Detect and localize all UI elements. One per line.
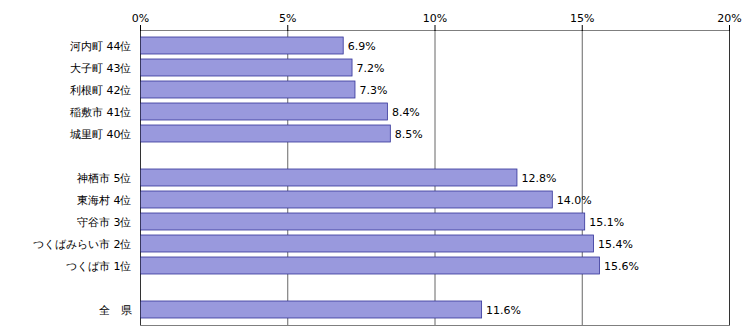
svg-text:つくばみらい市 2位: つくばみらい市 2位: [33, 238, 132, 251]
svg-text:12.8%: 12.8%: [521, 172, 556, 185]
svg-text:15.4%: 15.4%: [598, 238, 633, 251]
svg-text:全 県: 全 県: [99, 304, 132, 317]
svg-text:14.0%: 14.0%: [557, 194, 592, 207]
svg-text:河内町 44位: 河内町 44位: [70, 40, 132, 53]
svg-text:20%: 20%: [717, 12, 741, 25]
svg-text:東海村 4位: 東海村 4位: [77, 194, 132, 207]
svg-text:神栖市 5位: 神栖市 5位: [77, 172, 132, 185]
svg-text:5%: 5%: [279, 12, 296, 25]
svg-text:稲敷市 41位: 稲敷市 41位: [70, 106, 132, 119]
svg-text:大子町 43位: 大子町 43位: [70, 62, 132, 75]
svg-text:15.1%: 15.1%: [589, 216, 624, 229]
svg-text:7.2%: 7.2%: [357, 62, 385, 75]
svg-text:0%: 0%: [132, 12, 149, 25]
svg-text:8.4%: 8.4%: [392, 106, 420, 119]
svg-text:利根町 42位: 利根町 42位: [70, 84, 132, 97]
svg-text:15.6%: 15.6%: [604, 260, 639, 273]
svg-text:8.5%: 8.5%: [395, 128, 423, 141]
svg-text:10%: 10%: [423, 12, 447, 25]
svg-text:城里町 40位: 城里町 40位: [69, 128, 132, 141]
svg-text:6.9%: 6.9%: [348, 40, 376, 53]
svg-text:7.3%: 7.3%: [359, 84, 387, 97]
svg-text:11.6%: 11.6%: [486, 304, 521, 317]
svg-text:つくば市 1位: つくば市 1位: [66, 260, 132, 273]
svg-text:守谷市 3位: 守谷市 3位: [77, 216, 132, 229]
svg-text:15%: 15%: [570, 12, 594, 25]
